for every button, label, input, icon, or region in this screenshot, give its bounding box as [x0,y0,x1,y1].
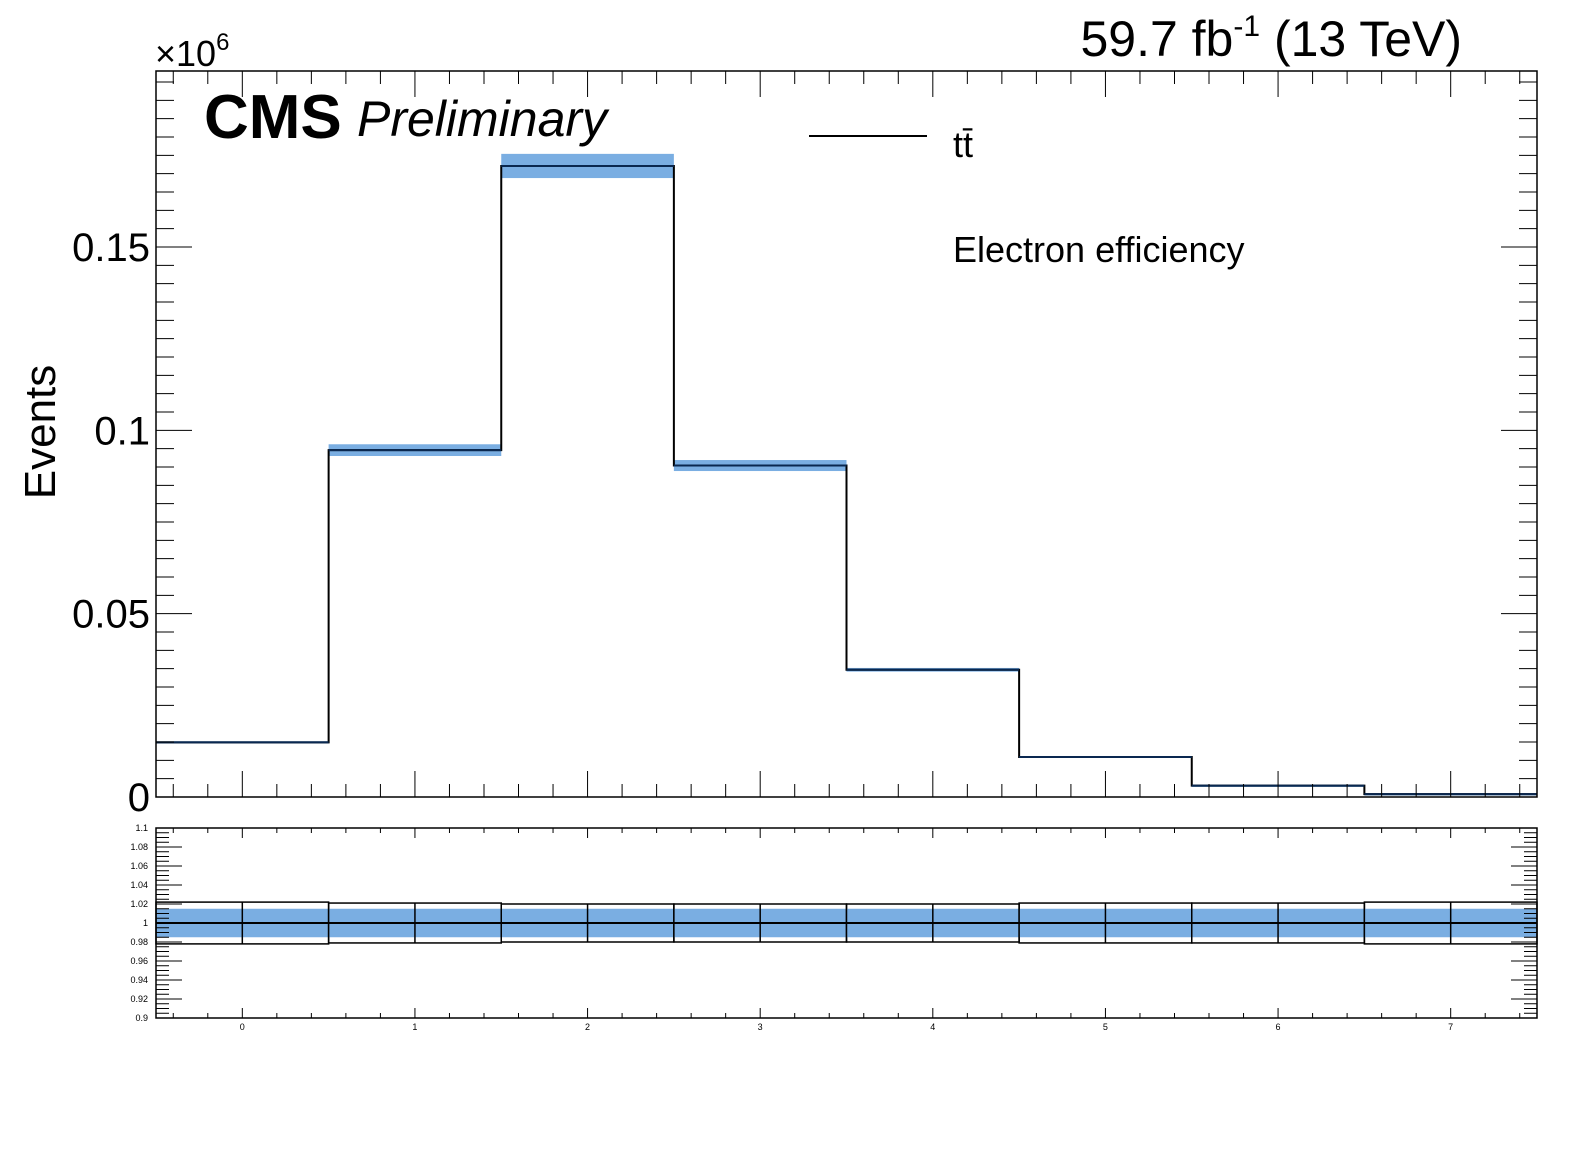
ratio-x-tick-label: 6 [1276,1022,1281,1032]
ratio-y-tick-label: 0.98 [130,937,148,947]
y-tick-label: 0 [128,776,150,820]
lumi-label: 59.7 fb-1 (13 TeV) [1080,10,1462,67]
y-axis-title: Events [16,365,65,500]
legend-entry-label: tt̄ [953,124,973,165]
ratio-y-tick-label: 0.9 [135,1013,148,1023]
ratio-y-tick-label: 0.92 [130,994,148,1004]
main-panel: 0 0.05 0.1 0.15 [72,70,1538,820]
ratio-panel: 0.9 0.92 0.94 0.96 0.98 1 1.02 1.04 1.06 1.08 1.1 0… [130,823,1538,1032]
ratio-y-tick-label: 0.96 [130,956,148,966]
ratio-y-tick-label: 1.06 [130,861,148,871]
ratio-x-tick-label: 7 [1448,1022,1453,1032]
y-tick-label: 0.1 [94,409,150,453]
ratio-x-tick-label: 1 [412,1022,417,1032]
y-multiplier: ×106 [155,29,229,74]
ratio-y-tick-label: 1 [143,918,148,928]
ratio-y-tick-label: 1.04 [130,880,148,890]
y-tick-label: 0.15 [72,226,150,270]
ratio-y-tick-label: 0.94 [130,975,148,985]
preliminary-label: Preliminary [357,91,610,147]
ratio-y-tick-label: 1.02 [130,899,148,909]
y-tick-label: 0.05 [72,593,150,637]
ratio-x-tick-label: 2 [585,1022,590,1032]
ratio-x-tick-label: 5 [1103,1022,1108,1032]
histogram-step-line [156,164,1537,796]
lumi-value: 59.7 fb [1080,11,1233,67]
legend-note: Electron efficiency [953,229,1244,270]
ratio-x-tick-label: 3 [758,1022,763,1032]
lumi-energy: (13 TeV) [1260,11,1462,67]
ratio-x-tick-label: 4 [930,1022,935,1032]
main-frame [155,70,1538,798]
cms-logo-text: CMS [204,83,342,152]
ratio-y-tick-label: 1.08 [130,842,148,852]
ratio-x-tick-label: 0 [240,1022,245,1032]
y-multiplier-exponent: 6 [216,29,229,56]
ratio-y-tick-label: 1.1 [135,823,148,833]
lumi-exponent: -1 [1233,10,1260,43]
y-multiplier-base: ×10 [155,33,216,74]
